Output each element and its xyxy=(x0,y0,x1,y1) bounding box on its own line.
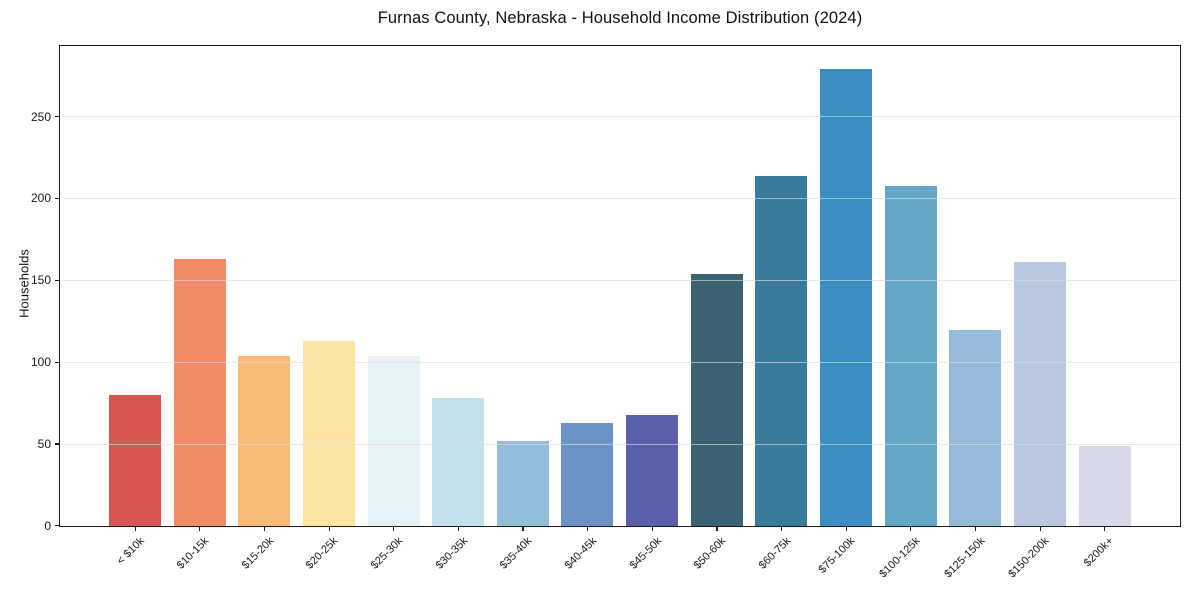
bar-$20-25k xyxy=(302,341,355,526)
gridline-250 xyxy=(60,116,1180,118)
bar-$10-15k xyxy=(173,259,226,526)
bar-$50-60k xyxy=(690,273,743,526)
bar-$125-150k xyxy=(949,329,1002,526)
x-tick-mark xyxy=(263,527,266,531)
bar-< $10k xyxy=(109,395,161,526)
bar-$100-125k xyxy=(884,185,937,526)
bar-$35-40k xyxy=(496,440,549,526)
x-tick-mark xyxy=(1039,527,1041,531)
y-tick-label: 0 xyxy=(44,518,51,533)
bar-$30-35k xyxy=(432,398,485,526)
x-tick-mark xyxy=(910,527,912,531)
x-tick-label: $125-150k xyxy=(941,535,988,581)
bar-$200k+ xyxy=(1078,445,1131,526)
x-tick-mark xyxy=(651,527,653,531)
x-tick-mark xyxy=(1104,527,1106,531)
x-tick-label: $75-100k xyxy=(816,535,858,576)
bar-$75-100k xyxy=(820,69,873,526)
x-tick-label: $40-45k xyxy=(562,535,600,572)
bar-$15-20k xyxy=(238,355,291,526)
x-tick-mark xyxy=(393,527,395,531)
x-tick-label: $50-60k xyxy=(691,535,729,572)
x-tick-mark xyxy=(974,527,977,531)
bar-$150-200k xyxy=(1013,262,1066,526)
x-tick-label: < $10k xyxy=(114,535,147,568)
y-tick-label: 250 xyxy=(30,109,51,124)
x-tick-label: $10-15k xyxy=(174,535,212,572)
x-tick-mark xyxy=(587,527,589,531)
y-tick-label: 50 xyxy=(37,436,51,451)
chart-title: Furnas County, Nebraska - Household Inco… xyxy=(377,9,863,27)
x-tick-mark xyxy=(328,527,330,531)
bar-$60-75k xyxy=(755,175,808,526)
y-tick-mark xyxy=(55,361,59,363)
y-tick-label: 150 xyxy=(30,273,51,288)
gridline-100 xyxy=(60,361,1180,363)
x-tick-label: $35-40k xyxy=(497,535,535,572)
bar-$25-30k xyxy=(367,355,420,526)
x-tick-label: $20-25k xyxy=(303,535,341,572)
y-tick-mark xyxy=(55,525,59,527)
x-tick-label: $25-30k xyxy=(368,535,406,572)
x-tick-mark xyxy=(457,527,459,531)
x-tick-label: $150-200k xyxy=(1006,535,1052,581)
y-tick-mark xyxy=(55,279,59,281)
bar-$45-50k xyxy=(626,414,679,526)
gridline-50 xyxy=(60,443,1180,445)
x-tick-label: $30-35k xyxy=(433,535,470,572)
x-tick-mark xyxy=(134,527,136,531)
x-tick-label: $200k+ xyxy=(1082,535,1117,570)
y-tick-label: 100 xyxy=(30,355,51,370)
plot-area xyxy=(59,45,1181,527)
y-axis-label: Households xyxy=(16,249,32,318)
x-tick-label: $100-125k xyxy=(877,535,923,581)
y-tick-mark xyxy=(55,443,59,445)
x-tick-label: $60-75k xyxy=(756,535,794,572)
x-tick-label: $15-20k xyxy=(239,535,276,572)
y-tick-label: 200 xyxy=(30,191,51,206)
gridline-150 xyxy=(60,280,1180,282)
x-tick-mark xyxy=(199,527,201,531)
bar-$40-45k xyxy=(561,422,614,526)
y-tick-mark xyxy=(55,116,59,118)
x-tick-mark xyxy=(522,527,524,531)
x-tick-mark xyxy=(781,527,783,531)
y-tick-mark xyxy=(55,197,59,200)
x-tick-label: $45-50k xyxy=(627,535,664,572)
gridline-200 xyxy=(60,198,1180,200)
x-tick-mark xyxy=(845,527,847,531)
x-tick-mark xyxy=(716,527,718,531)
